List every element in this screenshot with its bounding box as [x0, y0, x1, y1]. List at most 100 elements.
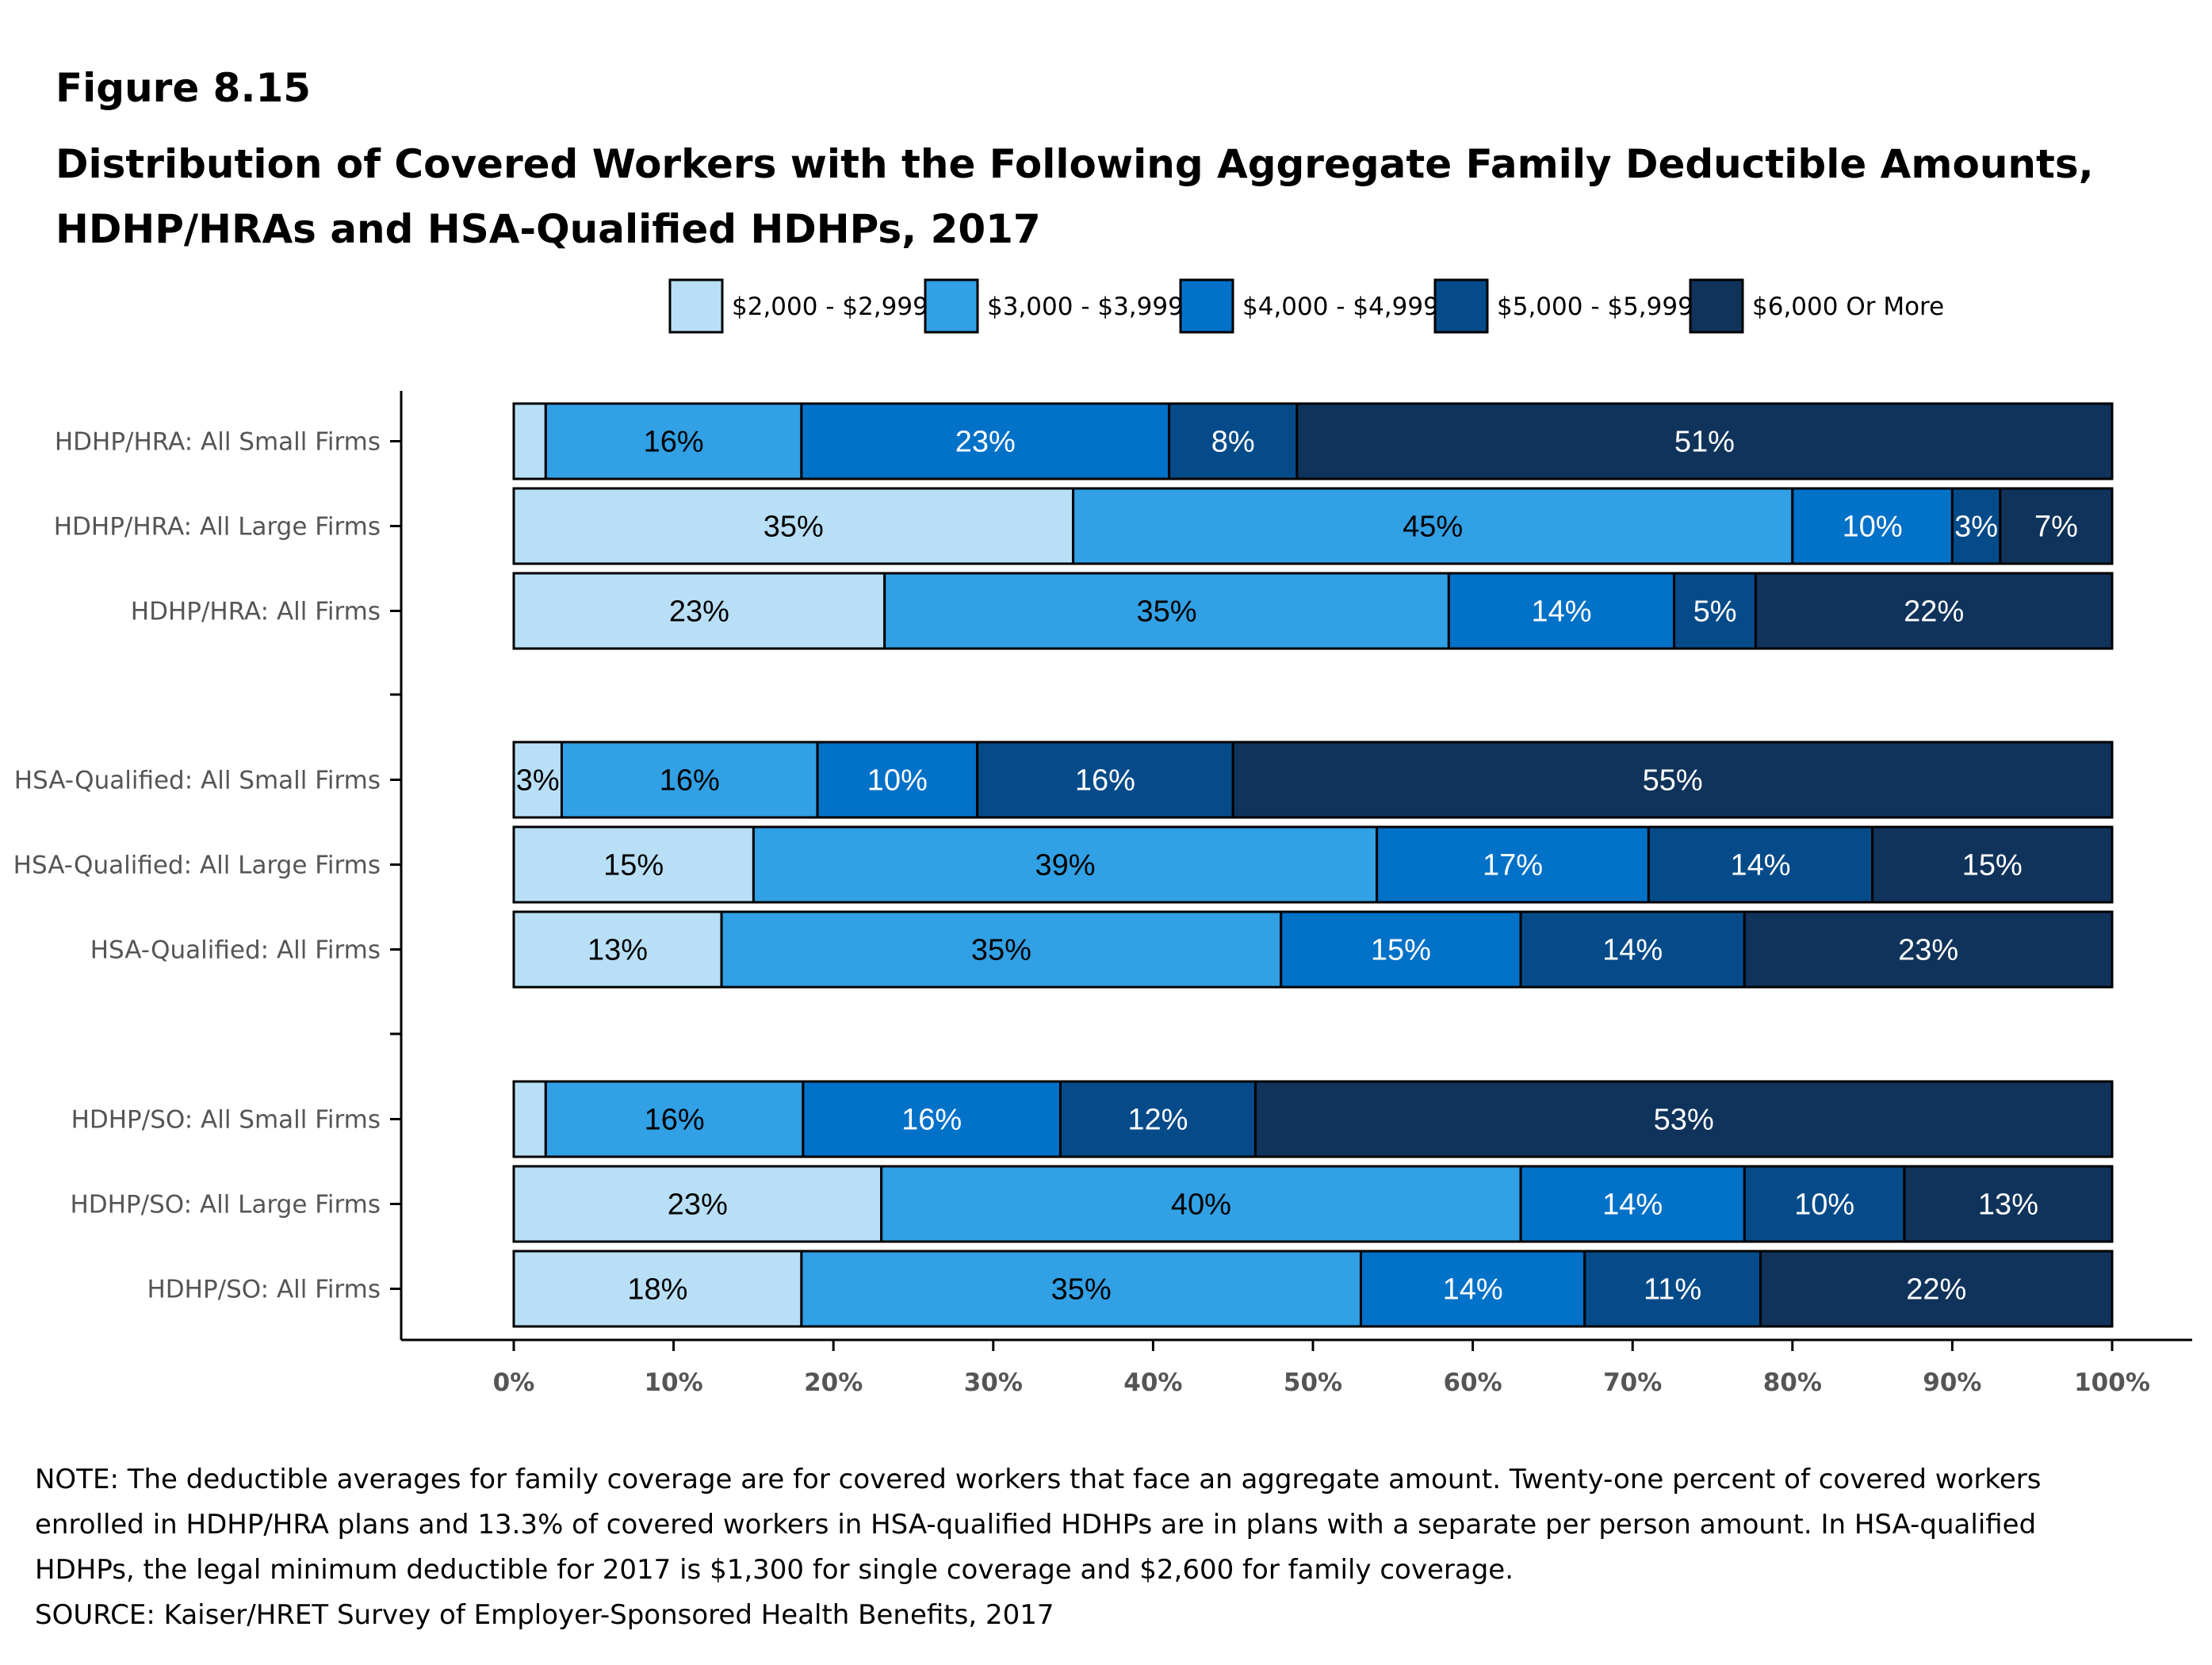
y-tick-label: HDHP/HRA: All Firms: [131, 598, 381, 626]
y-tick-label: HSA-Qualified: All Firms: [90, 936, 381, 965]
chart-bars: 16% 23% 8% 51% 35% 45% 10% 3% 7% 23% 35% 14% 5% 22% 3%…: [512, 402, 2114, 1328]
bar-segment: [544, 1080, 805, 1158]
data-label: 16%: [1075, 764, 1135, 798]
bar-segment: [512, 572, 886, 650]
data-label: 10%: [1794, 1188, 1854, 1222]
data-label: 7%: [2034, 511, 2078, 544]
bar-segment: [800, 402, 1171, 480]
y-tick-label: HDHP/HRA: All Small Firms: [55, 428, 381, 457]
legend-label: $4,000 - $4,999: [1242, 293, 1439, 321]
bar-segment: [1999, 487, 2114, 565]
data-label: 8%: [1211, 426, 1255, 459]
legend-label: $6,000 Or More: [1752, 293, 1944, 321]
data-label: 16%: [645, 1104, 705, 1137]
bar-segment: [1759, 1250, 2114, 1328]
legend-label: $2,000 - $2,999: [732, 293, 928, 321]
bar-segment: [512, 487, 1075, 565]
bar-segment: [512, 1165, 883, 1243]
note-line: NOTE: The deductible averages for family…: [35, 1464, 2042, 1495]
data-label: 23%: [1898, 934, 1958, 967]
data-label: 22%: [1906, 1273, 1966, 1307]
note-line: enrolled in HDHP/HRA plans and 13.3% of …: [35, 1509, 2037, 1541]
bar-segment: [1743, 1165, 1906, 1243]
y-tick-label: HDHP/SO: All Small Firms: [71, 1106, 381, 1135]
figure-number: Figure 8.15: [55, 65, 312, 111]
data-label: 35%: [1051, 1273, 1112, 1307]
bar-segment: [1253, 1080, 2114, 1158]
data-label: 35%: [1137, 595, 1197, 629]
bar-segment: [1871, 825, 2114, 904]
bar-segment: [1280, 910, 1522, 989]
bar-segment: [800, 1250, 1362, 1328]
data-label: 3%: [516, 764, 560, 798]
bar-segment: [512, 1250, 803, 1328]
data-label: 15%: [1371, 934, 1431, 967]
bar-segment: [1754, 572, 2114, 650]
bar-segment: [752, 825, 1379, 904]
x-tick-label: 0%: [493, 1368, 535, 1397]
y-tick-label: HDHP/SO: All Large Firms: [70, 1191, 381, 1219]
bar-segment: [1903, 1165, 2114, 1243]
bar-segment: [1743, 910, 2114, 989]
data-label: 17%: [1483, 849, 1543, 882]
stacked-bar-chart: $2,000 - $2,999 $3,000 - $3,999 $4,000 - $…: [13, 278, 2192, 1397]
data-label: 10%: [867, 764, 928, 798]
data-label: 51%: [1674, 426, 1735, 459]
data-label: 14%: [1531, 595, 1591, 629]
bar-segment: [1583, 1250, 1762, 1328]
data-label: 3%: [1954, 511, 1998, 544]
data-label: 16%: [644, 426, 704, 459]
data-label: 40%: [1171, 1188, 1231, 1222]
data-label: 35%: [971, 934, 1031, 967]
legend-label: $3,000 - $3,999: [987, 293, 1184, 321]
x-tick-label: 40%: [1123, 1368, 1182, 1397]
y-tick-label: HDHP/SO: All Firms: [147, 1276, 381, 1304]
data-label: 39%: [1035, 849, 1095, 882]
bar-segment: [512, 1080, 547, 1158]
data-label: 55%: [1643, 764, 1703, 798]
x-tick-label: 80%: [1763, 1368, 1822, 1397]
bar-segment: [1168, 402, 1299, 480]
data-label: 11%: [1644, 1273, 1701, 1307]
data-label: 18%: [627, 1273, 687, 1307]
bar-segment: [976, 741, 1234, 819]
data-label: 15%: [603, 849, 664, 882]
data-label: 14%: [1730, 849, 1790, 882]
bar-segment: [512, 910, 723, 989]
data-label: 45%: [1403, 511, 1463, 544]
data-label: 13%: [587, 934, 648, 967]
source-line: SOURCE: Kaiser/HRET Survey of Employer-S…: [35, 1599, 1054, 1631]
legend-swatch: [1433, 278, 1489, 334]
data-label: 22%: [1904, 595, 1964, 629]
bar-segment: [802, 1080, 1062, 1158]
data-label: 5%: [1693, 595, 1737, 629]
note-line: HDHPs, the legal minimum deductible for …: [35, 1554, 1514, 1586]
x-tick-label: 30%: [964, 1368, 1023, 1397]
x-tick-label: 20%: [804, 1368, 863, 1397]
y-tick-label: HSA-Qualified: All Large Firms: [13, 852, 381, 880]
data-label: 16%: [901, 1104, 962, 1137]
chart-axes: 0% 10% 20% 30% 40% 50% 60% 70% 80% 90% 100% HDHP/HR…: [13, 391, 2192, 1397]
x-tick-label: 60%: [1443, 1368, 1502, 1397]
chart-notes: NOTE: The deductible averages for family…: [35, 1457, 2096, 1638]
legend-swatch: [1689, 278, 1744, 334]
bar-segment: [1058, 1080, 1257, 1158]
data-label: 12%: [1127, 1104, 1188, 1137]
bar-segment: [1647, 825, 1874, 904]
y-tick-label: HSA-Qualified: All Small Firms: [14, 767, 381, 795]
bar-segment: [1447, 572, 1676, 650]
data-label: 53%: [1654, 1104, 1714, 1137]
data-label: 16%: [660, 764, 720, 798]
chart-title: Distribution of Covered Workers with the…: [55, 141, 2094, 252]
bar-segment: [816, 741, 979, 819]
bar-segment: [1072, 487, 1794, 565]
bar-segment: [512, 402, 547, 480]
bar-segment: [880, 1165, 1522, 1243]
bar-segment: [512, 741, 563, 819]
data-label: 23%: [955, 426, 1016, 459]
legend-swatch: [668, 278, 724, 334]
data-label: 13%: [1978, 1188, 2038, 1222]
bar-segment: [1519, 1165, 1746, 1243]
bar-segment: [883, 572, 1450, 650]
bar-segment: [544, 402, 803, 480]
